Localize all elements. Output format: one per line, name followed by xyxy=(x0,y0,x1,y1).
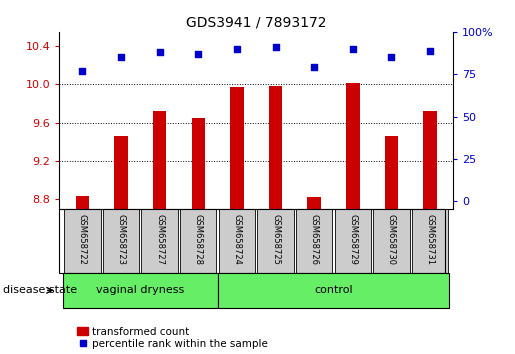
Text: vaginal dryness: vaginal dryness xyxy=(96,285,184,295)
Point xyxy=(78,68,87,74)
Bar xyxy=(153,111,166,209)
Bar xyxy=(76,196,89,209)
Point xyxy=(156,49,164,55)
Bar xyxy=(296,209,332,273)
Text: control: control xyxy=(314,285,353,295)
Bar xyxy=(335,209,371,273)
Text: GSM658731: GSM658731 xyxy=(425,214,435,265)
Point xyxy=(117,55,125,60)
Point xyxy=(426,48,434,53)
Point xyxy=(310,65,318,70)
Bar xyxy=(307,198,321,209)
Text: GSM658730: GSM658730 xyxy=(387,214,396,265)
Text: GSM658727: GSM658727 xyxy=(155,214,164,265)
Bar xyxy=(258,209,294,273)
Bar xyxy=(192,118,205,209)
Legend: transformed count, percentile rank within the sample: transformed count, percentile rank withi… xyxy=(77,327,268,349)
Bar xyxy=(217,273,449,308)
Title: GDS3941 / 7893172: GDS3941 / 7893172 xyxy=(186,15,327,29)
Bar xyxy=(64,209,100,273)
Text: GSM658724: GSM658724 xyxy=(232,214,242,265)
Bar xyxy=(412,209,448,273)
Bar xyxy=(114,136,128,209)
Text: GSM658729: GSM658729 xyxy=(348,214,357,265)
Text: GSM658728: GSM658728 xyxy=(194,214,203,265)
Text: disease state: disease state xyxy=(3,285,77,295)
Point xyxy=(194,51,202,57)
Bar xyxy=(346,82,359,209)
Bar xyxy=(373,209,409,273)
Bar xyxy=(269,86,282,209)
Bar xyxy=(63,273,217,308)
Bar xyxy=(103,209,139,273)
Bar xyxy=(219,209,255,273)
Point xyxy=(233,46,241,52)
Bar xyxy=(230,87,244,209)
Text: GSM658725: GSM658725 xyxy=(271,214,280,265)
Point xyxy=(349,46,357,52)
Bar xyxy=(142,209,178,273)
Point xyxy=(387,55,396,60)
Text: GSM658723: GSM658723 xyxy=(116,214,126,265)
Text: GSM658722: GSM658722 xyxy=(78,214,87,265)
Bar xyxy=(180,209,216,273)
Text: GSM658726: GSM658726 xyxy=(310,214,319,265)
Bar xyxy=(385,136,398,209)
Bar xyxy=(423,111,437,209)
Point xyxy=(271,44,280,50)
